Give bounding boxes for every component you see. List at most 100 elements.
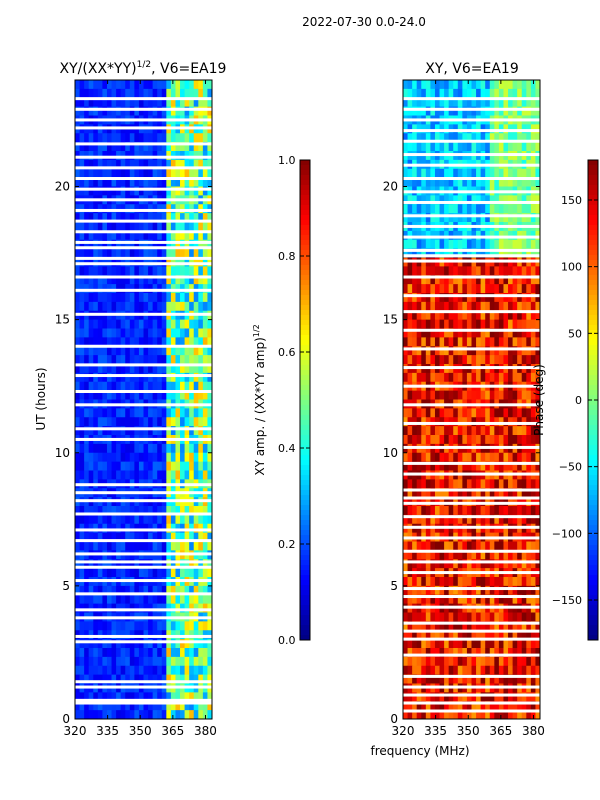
heatmap-cell — [503, 656, 509, 667]
colorbar-segment — [300, 250, 310, 256]
heatmap-cell — [93, 230, 99, 241]
heatmap-cell — [106, 80, 112, 90]
heatmap-cell — [453, 390, 459, 400]
heatmap-cell — [184, 417, 190, 427]
heatmap-cell — [403, 133, 408, 143]
heatmap-cell — [412, 488, 418, 498]
heatmap-cell — [120, 293, 126, 303]
heatmap-cell — [453, 621, 459, 631]
heatmap-cell — [530, 133, 536, 143]
colorbar-segment — [588, 335, 598, 341]
heatmap-cell — [111, 275, 117, 285]
heatmap-cell — [444, 452, 450, 463]
heatmap-cell — [512, 80, 518, 90]
heatmap-cell — [184, 639, 190, 649]
heatmap-cell — [494, 310, 500, 321]
heatmap-cell — [416, 346, 422, 356]
heatmap-cell — [79, 301, 85, 312]
heatmap-cell — [503, 239, 509, 250]
heatmap-cell — [485, 550, 491, 560]
heatmap-cell — [170, 355, 176, 365]
heatmap-cell — [494, 435, 500, 445]
heatmap-cell — [120, 337, 126, 347]
heatmap-cell — [125, 106, 131, 116]
heatmap-cell — [471, 310, 477, 321]
heatmap-cell — [166, 665, 172, 676]
heatmap-cell — [508, 346, 513, 356]
heatmap-cell — [184, 648, 190, 658]
heatmap-cell — [184, 514, 190, 525]
flagged-row — [75, 483, 212, 487]
heatmap-cell — [161, 665, 167, 676]
heatmap-cell — [480, 674, 486, 684]
heatmap-cell — [134, 506, 140, 516]
heatmap-cell — [120, 452, 126, 463]
heatmap-cell — [148, 506, 154, 516]
heatmap-cell — [193, 346, 199, 356]
heatmap-cell — [480, 621, 486, 631]
heatmap-cell — [448, 639, 454, 649]
heatmap-cell — [202, 541, 208, 551]
heatmap-cell — [407, 612, 413, 622]
heatmap-cell — [403, 461, 408, 471]
heatmap-cell — [152, 585, 158, 596]
heatmap-cell — [157, 408, 163, 418]
heatmap-cell — [512, 106, 518, 116]
heatmap-cell — [425, 213, 431, 223]
heatmap-cell — [161, 585, 167, 596]
flagged-row — [75, 437, 212, 441]
heatmap-cell — [180, 603, 185, 613]
heatmap-cell — [407, 177, 413, 187]
heatmap-cell — [125, 293, 131, 303]
heatmap-cell — [143, 106, 149, 116]
heatmap-cell — [434, 479, 440, 489]
heatmap-cell — [116, 585, 122, 596]
heatmap-cell — [494, 594, 500, 605]
colorbar-segment — [300, 200, 310, 206]
heatmap-cell — [84, 168, 90, 179]
heatmap-cell — [526, 426, 532, 436]
heatmap-cell — [79, 284, 85, 294]
colorbar-tick-label: 0 — [575, 394, 582, 407]
heatmap-cell — [430, 710, 436, 720]
colorbar-segment — [300, 620, 310, 626]
heatmap-cell — [530, 656, 536, 667]
colorbar-segment — [588, 630, 598, 636]
heatmap-cell — [444, 248, 450, 258]
colorbar-segment — [588, 270, 598, 276]
heatmap-cell — [526, 452, 532, 463]
heatmap-cell — [116, 177, 122, 187]
heatmap-cell — [170, 204, 176, 214]
heatmap-cell — [170, 443, 176, 454]
heatmap-cell — [503, 621, 509, 631]
heatmap-cell — [466, 88, 472, 99]
heatmap-cell — [416, 142, 422, 152]
heatmap-cell — [412, 142, 418, 152]
heatmap-cell — [530, 372, 536, 383]
heatmap-cell — [494, 177, 500, 187]
heatmap-cell — [453, 665, 459, 676]
heatmap-cell — [494, 550, 500, 560]
heatmap-cell — [75, 594, 80, 605]
heatmap-cell — [134, 364, 140, 374]
heatmap-cell — [84, 266, 90, 276]
heatmap-cell — [466, 284, 472, 294]
heatmap-cell — [106, 656, 112, 667]
heatmap-cell — [102, 248, 108, 258]
heatmap-cell — [526, 195, 532, 205]
heatmap-cell — [512, 488, 518, 498]
heatmap-cell — [180, 364, 185, 374]
heatmap-cell — [512, 293, 518, 303]
heatmap-cell — [189, 142, 195, 152]
heatmap-cell — [498, 195, 504, 205]
heatmap-cell — [93, 674, 99, 684]
heatmap-cell — [462, 506, 468, 516]
heatmap-cell — [116, 639, 122, 649]
heatmap-cell — [138, 186, 144, 196]
heatmap-cell — [434, 346, 440, 356]
heatmap-cell — [498, 639, 504, 649]
heatmap-cell — [471, 239, 477, 250]
heatmap-cell — [180, 674, 185, 684]
heatmap-cell — [157, 443, 163, 454]
heatmap-cell — [75, 692, 80, 702]
